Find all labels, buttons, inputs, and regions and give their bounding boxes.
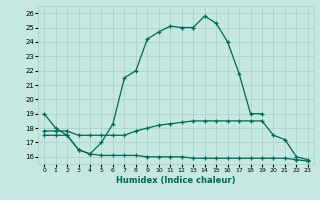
X-axis label: Humidex (Indice chaleur): Humidex (Indice chaleur) — [116, 176, 236, 185]
